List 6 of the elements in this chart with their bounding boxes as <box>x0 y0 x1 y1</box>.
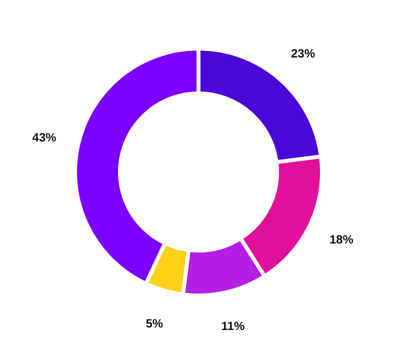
data-label: 23% <box>290 46 316 60</box>
data-label: 18% <box>329 232 354 246</box>
data-label: 43% <box>32 130 57 145</box>
donut-slice <box>76 50 198 282</box>
data-label: 5% <box>146 316 164 331</box>
data-label: 11% <box>221 319 245 334</box>
